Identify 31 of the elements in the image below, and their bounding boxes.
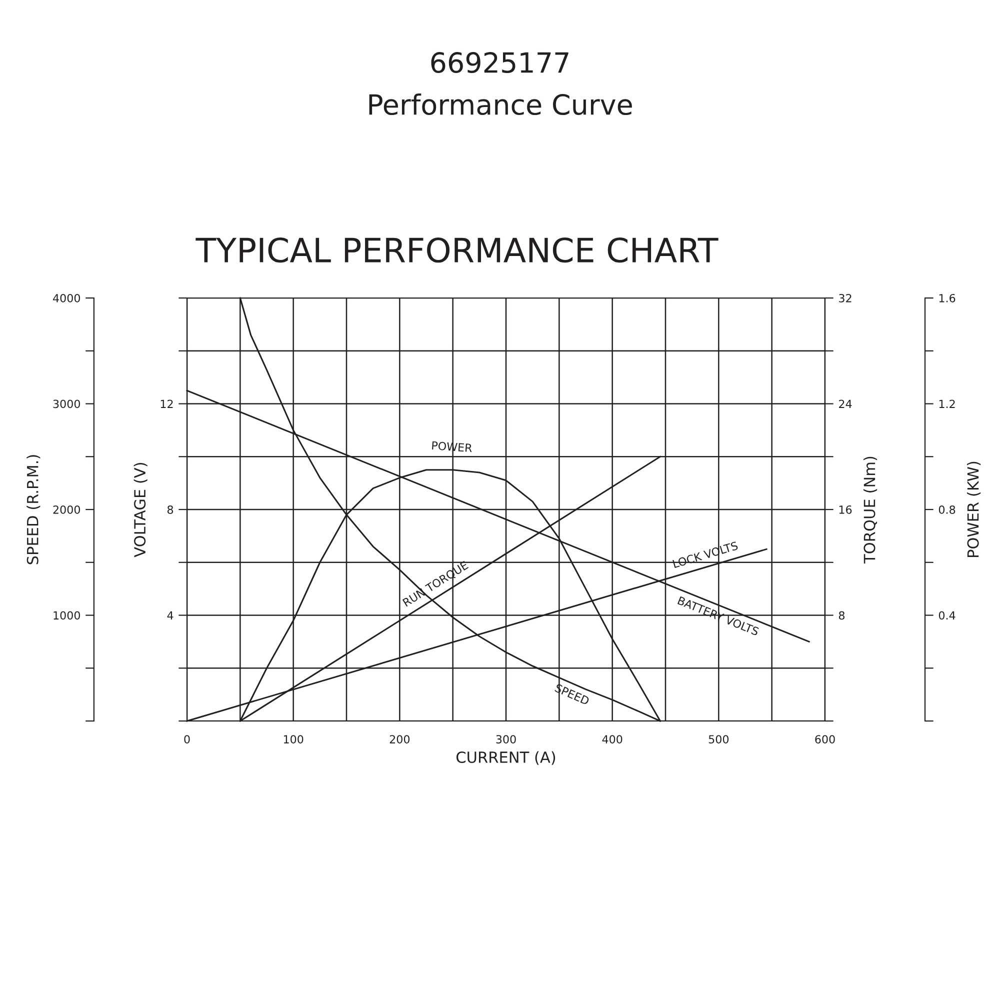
y-tick-label: 24 bbox=[839, 400, 852, 408]
y2-tick-label: 4 bbox=[167, 611, 174, 620]
y-tick-label: 16 bbox=[839, 505, 852, 514]
y-axis-title: SPEED (R.P.M.) bbox=[26, 455, 40, 564]
y-tick-label: 32 bbox=[839, 294, 852, 302]
y2-tick-label: 1.2 bbox=[939, 400, 955, 408]
y2-tick-label: 0.8 bbox=[938, 505, 956, 514]
y2-tick-label: 0.4 bbox=[938, 611, 956, 620]
chart-title: 66925177 bbox=[431, 52, 568, 74]
y-tick-label: 8 bbox=[838, 611, 845, 620]
series-label: POWER bbox=[432, 441, 472, 452]
x-tick-label: 200 bbox=[390, 735, 410, 744]
y2-tick-label: 1.6 bbox=[939, 294, 956, 302]
x-tick-label: 600 bbox=[815, 735, 835, 744]
y-axis-title: TORQUE (Nm) bbox=[863, 456, 878, 564]
chart-subtitle: Performance Curve bbox=[369, 94, 632, 116]
x-tick-label: 400 bbox=[602, 735, 622, 744]
x-tick-label: 100 bbox=[284, 735, 304, 744]
text: TYPICAL PERFORMANCE CHART bbox=[196, 237, 718, 263]
y-tick-label: 2000 bbox=[53, 505, 80, 514]
y-tick-label: 3000 bbox=[53, 400, 80, 408]
x-tick-label: 500 bbox=[708, 735, 729, 744]
y-tick-label: 4000 bbox=[53, 294, 80, 302]
y2-axis-title: POWER (KW) bbox=[966, 462, 981, 557]
y2-tick-label: 12 bbox=[160, 400, 173, 408]
y2-tick-label: 8 bbox=[167, 505, 174, 514]
x-axis-title: CURRENT (A) bbox=[456, 751, 556, 765]
x-tick-label: 0 bbox=[184, 735, 190, 744]
y-tick-label: 1000 bbox=[54, 611, 80, 620]
y2-axis-title: VOLTAGE (V) bbox=[134, 462, 148, 558]
x-tick-label: 300 bbox=[496, 735, 516, 744]
